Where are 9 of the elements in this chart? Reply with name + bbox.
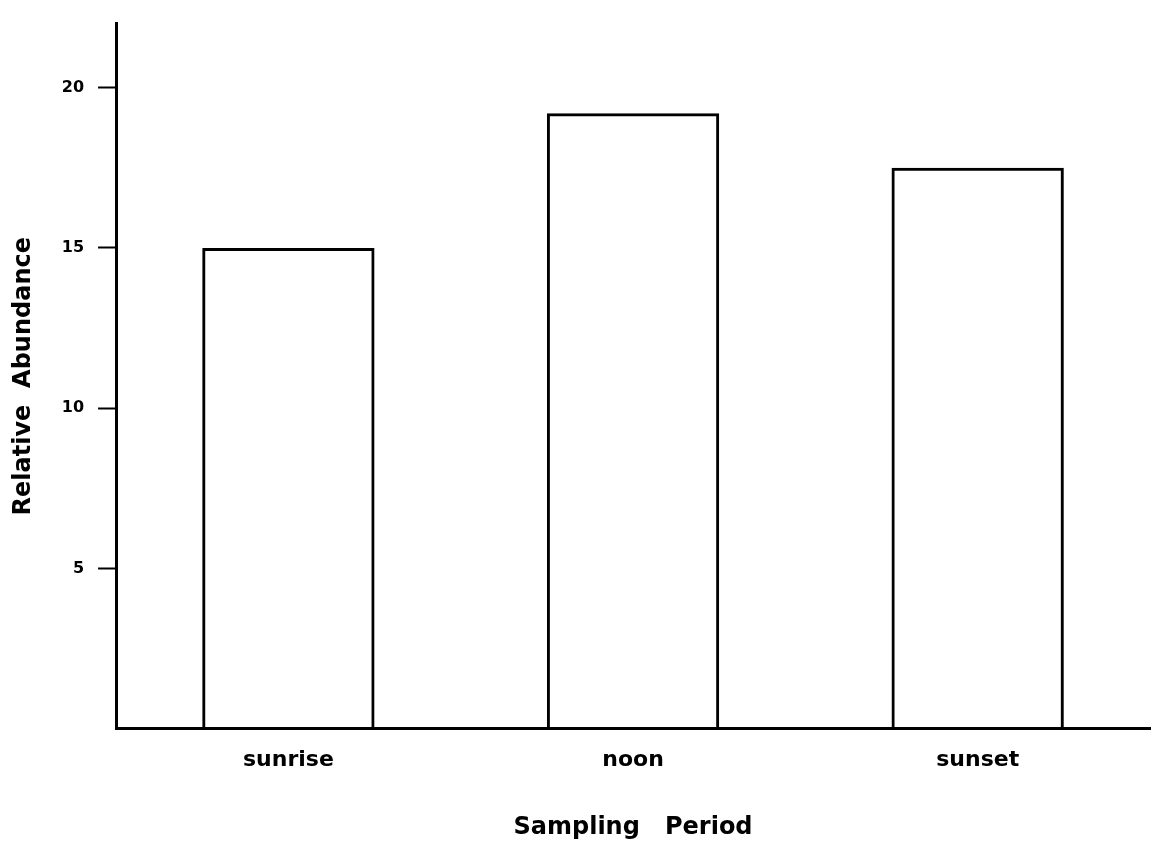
y-axis-title: Relative Abundance [7, 237, 36, 516]
x-tick-label: noon [602, 745, 664, 771]
y-tick-label: 20 [61, 76, 85, 96]
y-tick-label: 15 [61, 237, 85, 257]
y-tick-label: 5 [72, 557, 85, 577]
x-axis-title: Sampling Period [513, 811, 753, 840]
y-tick-label: 10 [61, 397, 85, 417]
x-tick-label: sunset [936, 745, 1020, 771]
x-tick-label: sunrise [242, 745, 334, 771]
